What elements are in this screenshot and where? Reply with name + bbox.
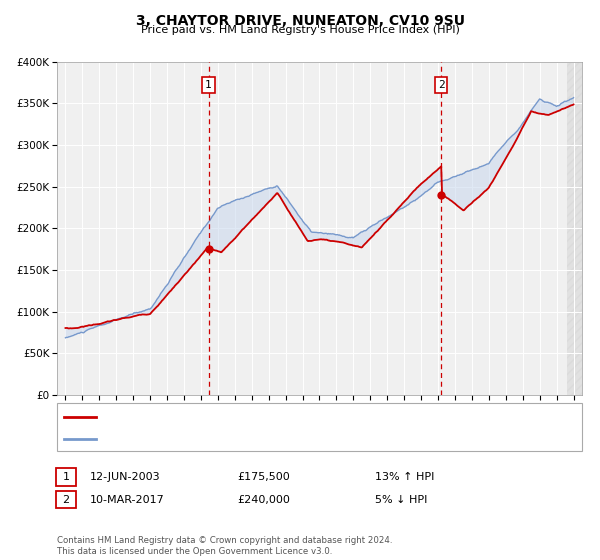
Text: £175,500: £175,500 [237,472,290,482]
Text: 1: 1 [62,472,70,482]
Text: 10-MAR-2017: 10-MAR-2017 [90,494,165,505]
Text: 3, CHAYTOR DRIVE, NUNEATON, CV10 9SU: 3, CHAYTOR DRIVE, NUNEATON, CV10 9SU [136,14,464,28]
Text: 3, CHAYTOR DRIVE, NUNEATON, CV10 9SU (detached house): 3, CHAYTOR DRIVE, NUNEATON, CV10 9SU (de… [102,412,418,422]
Text: Price paid vs. HM Land Registry's House Price Index (HPI): Price paid vs. HM Land Registry's House … [140,25,460,35]
Text: 2: 2 [62,494,70,505]
Text: 12-JUN-2003: 12-JUN-2003 [90,472,161,482]
Bar [567,62,582,395]
Text: HPI: Average price, detached house, Nuneaton and Bedworth: HPI: Average price, detached house, Nune… [102,434,422,444]
Text: 1: 1 [205,80,212,90]
Text: 2: 2 [438,80,445,90]
Text: Contains HM Land Registry data © Crown copyright and database right 2024.
This d: Contains HM Land Registry data © Crown c… [57,536,392,556]
Text: 5% ↓ HPI: 5% ↓ HPI [375,494,427,505]
Text: 13% ↑ HPI: 13% ↑ HPI [375,472,434,482]
Text: £240,000: £240,000 [237,494,290,505]
